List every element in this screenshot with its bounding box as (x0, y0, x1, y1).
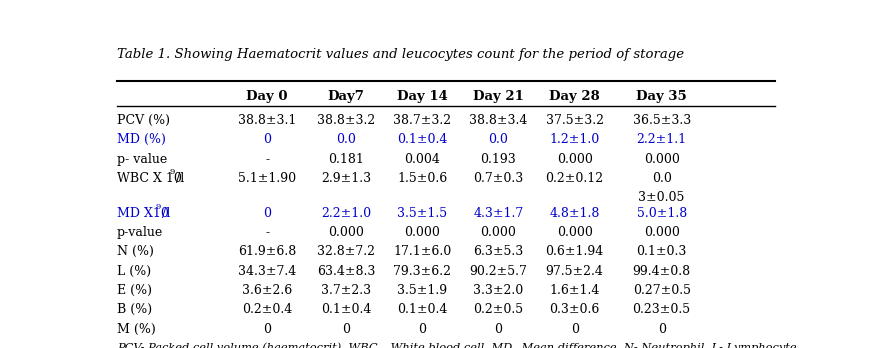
Text: 0.2±0.4: 0.2±0.4 (242, 303, 292, 316)
Text: 90.2±5.7: 90.2±5.7 (469, 265, 527, 278)
Text: 0: 0 (263, 323, 271, 335)
Text: 0.0: 0.0 (651, 172, 671, 185)
Text: N (%): N (%) (116, 245, 154, 259)
Text: 0.2±0.12: 0.2±0.12 (545, 172, 603, 185)
Text: 0.193: 0.193 (480, 153, 515, 166)
Text: 38.8±3.1: 38.8±3.1 (238, 114, 296, 127)
Text: 1.5±0.6: 1.5±0.6 (396, 172, 447, 185)
Text: 0.1±0.4: 0.1±0.4 (321, 303, 371, 316)
Text: Table 1. Showing Haematocrit values and leucocytes count for the period of stora: Table 1. Showing Haematocrit values and … (116, 48, 683, 62)
Text: 79.3±6.2: 79.3±6.2 (393, 265, 451, 278)
Text: 0.000: 0.000 (643, 153, 679, 166)
Text: 4.8±1.8: 4.8±1.8 (549, 207, 599, 220)
Text: 3.5±1.9: 3.5±1.9 (397, 284, 447, 297)
Text: 0.004: 0.004 (404, 153, 440, 166)
Text: Day 28: Day 28 (548, 90, 600, 103)
Text: 0.000: 0.000 (404, 226, 440, 239)
Text: PCV- Packed cell volume (haematocrit), WBC – White blood cell, MD –Mean differen: PCV- Packed cell volume (haematocrit), W… (116, 342, 799, 348)
Text: MD X10: MD X10 (116, 207, 169, 220)
Text: 1.2±1.0: 1.2±1.0 (549, 133, 599, 147)
Text: /l: /l (162, 207, 170, 220)
Text: 0.1±0.3: 0.1±0.3 (636, 245, 686, 259)
Text: -: - (265, 226, 269, 239)
Text: 0.27±0.5: 0.27±0.5 (632, 284, 690, 297)
Text: 2.9±1.3: 2.9±1.3 (321, 172, 371, 185)
Text: WBC X 10: WBC X 10 (116, 172, 182, 185)
Text: 2.2±1.0: 2.2±1.0 (321, 207, 371, 220)
Text: 0.000: 0.000 (328, 226, 363, 239)
Text: 99.4±0.8: 99.4±0.8 (632, 265, 690, 278)
Text: 63.4±8.3: 63.4±8.3 (316, 265, 375, 278)
Text: 0.000: 0.000 (480, 226, 516, 239)
Text: 1.6±1.4: 1.6±1.4 (549, 284, 599, 297)
Text: 0: 0 (342, 323, 349, 335)
Text: Day 0: Day 0 (246, 90, 288, 103)
Text: 38.8±3.2: 38.8±3.2 (316, 114, 375, 127)
Text: 0: 0 (263, 133, 271, 147)
Text: Day 21: Day 21 (473, 90, 523, 103)
Text: 37.5±3.2: 37.5±3.2 (545, 114, 603, 127)
Text: 32.8±7.2: 32.8±7.2 (316, 245, 375, 259)
Text: 2.2±1.1: 2.2±1.1 (636, 133, 686, 147)
Text: 0.1±0.4: 0.1±0.4 (396, 133, 447, 147)
Text: /l: /l (176, 172, 184, 185)
Text: 9: 9 (156, 203, 161, 211)
Text: 0: 0 (570, 323, 578, 335)
Text: 0: 0 (657, 323, 665, 335)
Text: 0: 0 (263, 207, 271, 220)
Text: 0.000: 0.000 (556, 226, 592, 239)
Text: 0.2±0.5: 0.2±0.5 (473, 303, 523, 316)
Text: 17.1±6.0: 17.1±6.0 (393, 245, 451, 259)
Text: E (%): E (%) (116, 284, 152, 297)
Text: 3±0.05: 3±0.05 (638, 191, 684, 204)
Text: 0.23±0.5: 0.23±0.5 (632, 303, 690, 316)
Text: 0.181: 0.181 (328, 153, 363, 166)
Text: 0.3±0.6: 0.3±0.6 (549, 303, 599, 316)
Text: 0.1±0.4: 0.1±0.4 (396, 303, 447, 316)
Text: 4.3±1.7: 4.3±1.7 (473, 207, 523, 220)
Text: 38.8±3.4: 38.8±3.4 (468, 114, 527, 127)
Text: 3.5±1.5: 3.5±1.5 (397, 207, 447, 220)
Text: 5.0±1.8: 5.0±1.8 (636, 207, 686, 220)
Text: p- value: p- value (116, 153, 167, 166)
Text: 6.3±5.3: 6.3±5.3 (473, 245, 523, 259)
Text: 0: 0 (418, 323, 426, 335)
Text: 0: 0 (494, 323, 502, 335)
Text: -: - (265, 153, 269, 166)
Text: p-value: p-value (116, 226, 163, 239)
Text: 97.5±2.4: 97.5±2.4 (545, 265, 603, 278)
Text: 0.7±0.3: 0.7±0.3 (473, 172, 523, 185)
Text: Day 14: Day 14 (396, 90, 448, 103)
Text: L (%): L (%) (116, 265, 151, 278)
Text: 0.6±1.94: 0.6±1.94 (545, 245, 603, 259)
Text: B (%): B (%) (116, 303, 152, 316)
Text: 38.7±3.2: 38.7±3.2 (393, 114, 451, 127)
Text: 0.000: 0.000 (556, 153, 592, 166)
Text: Day7: Day7 (328, 90, 364, 103)
Text: 34.3±7.4: 34.3±7.4 (238, 265, 296, 278)
Text: 36.5±3.3: 36.5±3.3 (632, 114, 690, 127)
Text: 5.1±1.90: 5.1±1.90 (238, 172, 296, 185)
Text: 3.3±2.0: 3.3±2.0 (473, 284, 523, 297)
Text: PCV (%): PCV (%) (116, 114, 169, 127)
Text: 0.000: 0.000 (643, 226, 679, 239)
Text: 0.0: 0.0 (488, 133, 507, 147)
Text: Day 35: Day 35 (635, 90, 687, 103)
Text: M (%): M (%) (116, 323, 156, 335)
Text: 3.7±2.3: 3.7±2.3 (321, 284, 371, 297)
Text: 3.6±2.6: 3.6±2.6 (242, 284, 292, 297)
Text: 9: 9 (169, 168, 175, 176)
Text: 0.0: 0.0 (335, 133, 355, 147)
Text: MD (%): MD (%) (116, 133, 165, 147)
Text: 61.9±6.8: 61.9±6.8 (238, 245, 296, 259)
